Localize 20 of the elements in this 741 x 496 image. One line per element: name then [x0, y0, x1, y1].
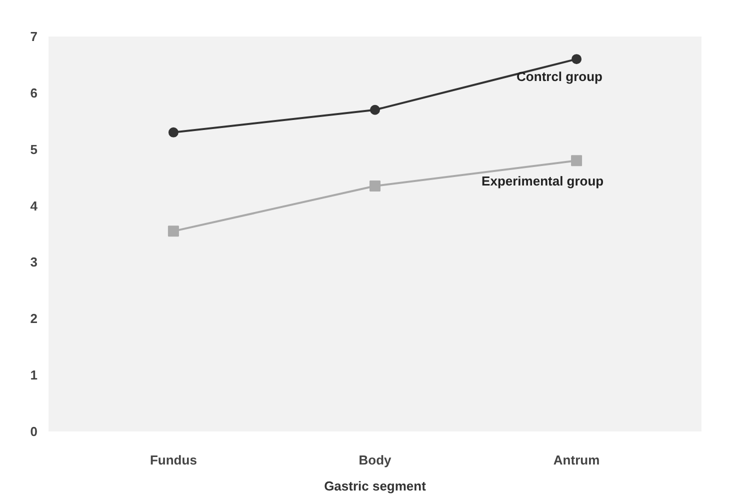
y-tick-label: 3: [30, 254, 38, 270]
point: [168, 127, 178, 138]
series-label: Contrcl group: [516, 69, 603, 84]
point: [572, 54, 582, 64]
series-label: Experimental group: [482, 174, 604, 189]
y-tick-label: 2: [30, 311, 38, 326]
y-tick-label: 1: [30, 368, 38, 383]
x-tick-label: Body: [358, 452, 392, 468]
y-tick-label: 0: [30, 424, 38, 439]
y-tick-label: 4: [30, 198, 38, 214]
x-tick-label: Antrum: [553, 452, 600, 468]
point: [571, 155, 582, 166]
point: [370, 180, 380, 192]
x-axis-title: Gastric segment: [324, 478, 427, 494]
point: [370, 104, 380, 115]
y-tick-label: 7: [30, 29, 38, 44]
y-tick-label: 6: [30, 85, 38, 100]
x-tick-label: Fundus: [150, 452, 197, 468]
y-tick-label: 5: [30, 142, 38, 157]
point: [168, 226, 179, 237]
